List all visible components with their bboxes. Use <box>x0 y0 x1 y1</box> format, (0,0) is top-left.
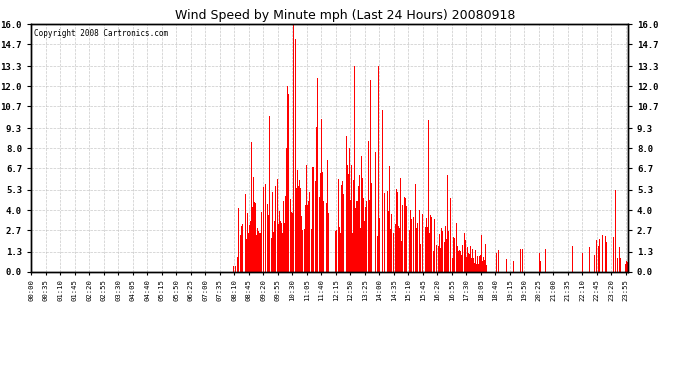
Text: Copyright 2008 Cartronics.com: Copyright 2008 Cartronics.com <box>34 29 168 38</box>
Text: Wind Speed by Minute mph (Last 24 Hours) 20080918: Wind Speed by Minute mph (Last 24 Hours)… <box>175 9 515 22</box>
